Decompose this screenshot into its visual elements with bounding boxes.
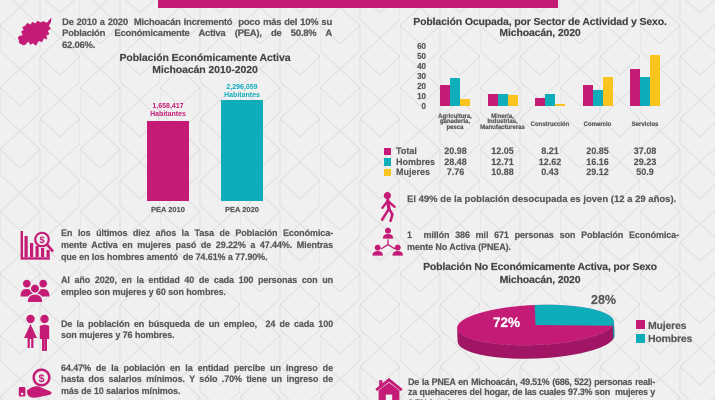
- svg-text:$: $: [38, 373, 44, 385]
- svg-text:$: $: [39, 235, 45, 246]
